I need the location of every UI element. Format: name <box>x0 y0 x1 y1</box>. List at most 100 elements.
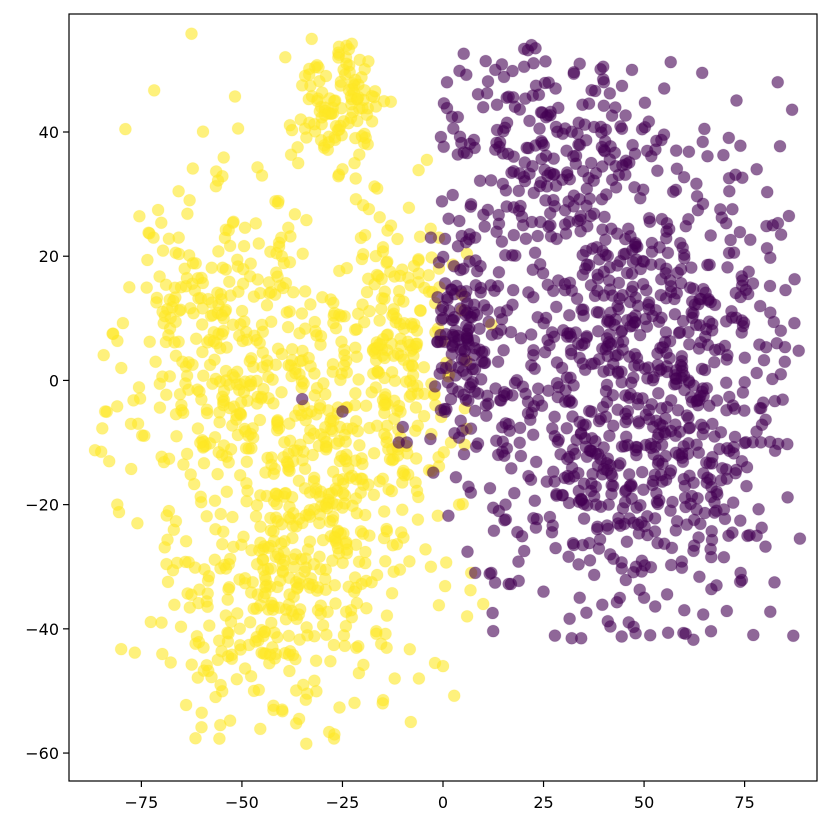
scatter-point <box>349 172 363 185</box>
scatter-point <box>497 385 511 399</box>
scatter-point <box>629 448 643 462</box>
scatter-point <box>591 520 604 534</box>
scatter-point <box>464 200 478 214</box>
scatter-point <box>295 307 309 320</box>
scatter-point <box>169 315 183 329</box>
scatter-point <box>271 514 285 528</box>
scatter-point <box>499 498 512 512</box>
scatter-point <box>779 283 792 297</box>
scatter-point <box>106 327 120 341</box>
scatter-point <box>406 320 420 334</box>
scatter-point <box>664 393 678 407</box>
scatter-point <box>691 491 705 505</box>
scatter-point <box>514 449 528 463</box>
scatter-point <box>147 231 160 245</box>
scatter-point <box>681 436 695 450</box>
scatter-point <box>183 193 197 207</box>
scatter-point <box>208 353 221 367</box>
scatter-point <box>615 79 629 93</box>
scatter-point <box>243 615 257 629</box>
scatter-point <box>619 430 633 444</box>
scatter-point <box>677 369 691 383</box>
scatter-point <box>653 417 667 431</box>
scatter-point <box>278 50 292 64</box>
scatter-point <box>624 478 638 492</box>
scatter-point <box>539 54 552 68</box>
x-tick-label: −50 <box>225 793 259 812</box>
scatter-point <box>634 262 648 276</box>
scatter-point <box>233 622 247 636</box>
scatter-point <box>720 441 734 455</box>
scatter-points <box>88 27 807 751</box>
scatter-point <box>318 387 332 401</box>
scatter-point <box>527 56 540 70</box>
scatter-point <box>642 211 656 225</box>
scatter-point <box>377 427 391 441</box>
scatter-point <box>519 232 533 246</box>
scatter-point <box>333 701 346 714</box>
scatter-point <box>366 367 380 381</box>
scatter-point <box>215 448 229 462</box>
scatter-point <box>358 228 372 242</box>
scatter-point <box>267 599 281 613</box>
scatter-point <box>400 436 414 449</box>
scatter-point <box>506 64 519 78</box>
scatter-point <box>654 288 668 302</box>
scatter-point <box>285 123 299 137</box>
scatter-point <box>625 492 639 506</box>
scatter-point <box>348 571 362 584</box>
scatter-point <box>376 240 390 254</box>
scatter-point <box>651 497 665 511</box>
scatter-point <box>490 98 504 112</box>
scatter-point <box>118 122 132 136</box>
scatter-point <box>546 465 560 479</box>
scatter-point <box>734 566 748 580</box>
scatter-point <box>410 337 424 351</box>
scatter-point <box>97 348 111 362</box>
scatter-point <box>187 477 201 491</box>
scatter-point <box>307 674 321 688</box>
scatter-point <box>270 246 283 260</box>
scatter-point <box>507 150 521 164</box>
scatter-point <box>705 456 719 470</box>
x-tick-label: 25 <box>533 793 553 812</box>
scatter-point <box>340 261 354 275</box>
scatter-point <box>191 422 205 435</box>
scatter-point <box>525 406 539 420</box>
scatter-point <box>660 587 674 601</box>
scatter-point <box>462 480 475 494</box>
scatter-point <box>692 393 706 407</box>
scatter-point <box>597 365 611 379</box>
scatter-point <box>569 157 583 171</box>
scatter-point <box>348 386 362 400</box>
scatter-point <box>678 479 692 493</box>
scatter-point <box>599 384 613 398</box>
scatter-point <box>778 355 792 369</box>
scatter-point <box>618 389 632 402</box>
scatter-point <box>792 344 806 358</box>
scatter-point <box>343 471 357 485</box>
scatter-point <box>770 336 784 350</box>
scatter-point <box>722 529 735 543</box>
scatter-point <box>280 306 294 319</box>
scatter-point <box>201 574 215 588</box>
scatter-point <box>746 628 760 642</box>
scatter-point <box>356 527 370 541</box>
scatter-point <box>595 598 609 612</box>
scatter-point <box>620 535 634 549</box>
scatter-point <box>220 485 234 499</box>
scatter-point <box>599 188 613 201</box>
scatter-point <box>662 222 676 236</box>
scatter-point <box>439 556 453 569</box>
scatter-point <box>531 229 545 243</box>
scatter-point <box>271 196 285 210</box>
x-tick-label: −75 <box>125 793 159 812</box>
scatter-point <box>347 585 361 599</box>
scatter-point <box>565 631 579 645</box>
scatter-point <box>237 239 251 253</box>
scatter-point <box>627 359 641 373</box>
scatter-point <box>452 214 466 228</box>
scatter-point <box>446 122 460 135</box>
scatter-point <box>655 212 669 226</box>
